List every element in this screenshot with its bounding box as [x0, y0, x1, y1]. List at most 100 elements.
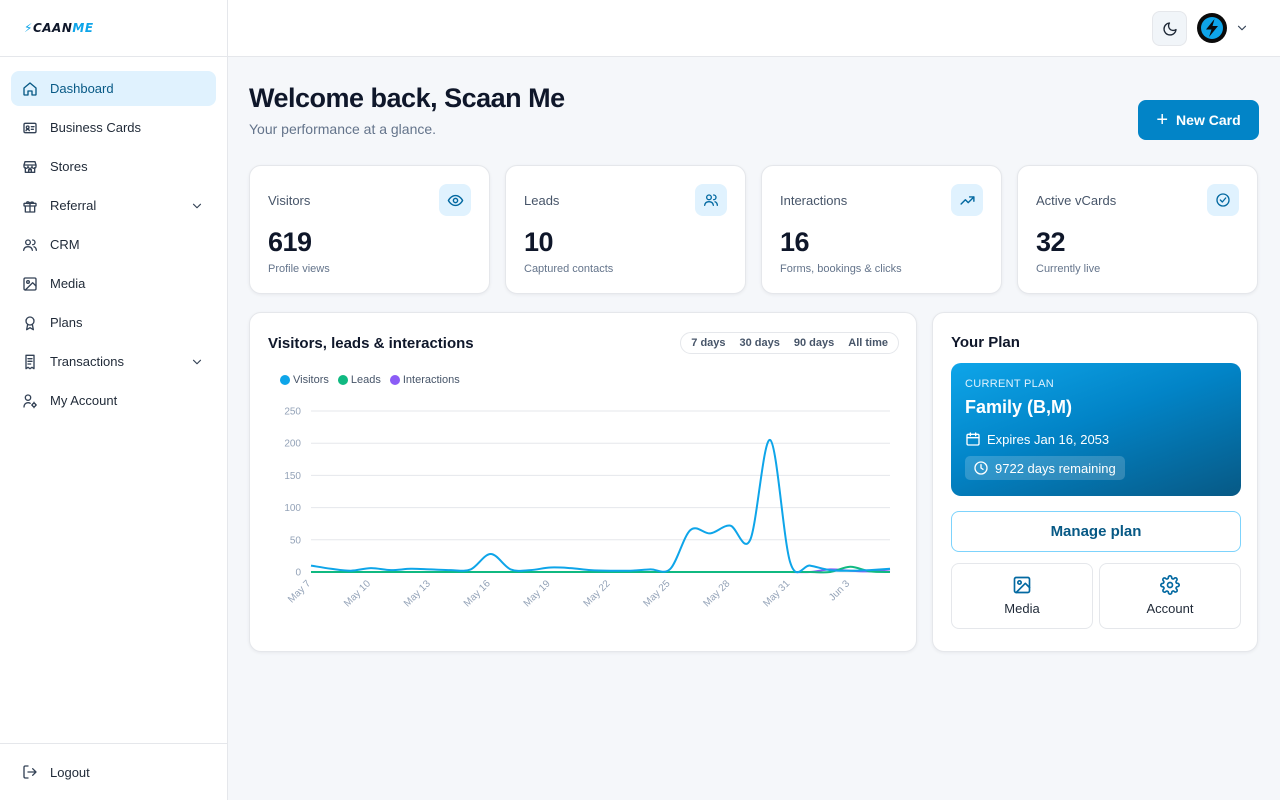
trending-up-icon [951, 184, 983, 216]
logo-accent: ME [72, 21, 94, 35]
sidebar-item-my-account[interactable]: My Account [11, 383, 216, 418]
new-card-label: New Card [1176, 112, 1241, 128]
manage-plan-button[interactable]: Manage plan [951, 511, 1241, 552]
chart-legend: Visitors Leads Interactions [280, 374, 469, 386]
range-30-days[interactable]: 30 days [739, 337, 780, 349]
sidebar-item-label: Media [50, 276, 86, 291]
quick-link-label: Account [1146, 601, 1194, 616]
page-title: Welcome back, Scaan Me [249, 83, 565, 113]
stat-label: Active vCards [1036, 193, 1117, 208]
x-tick-label: May 7 [286, 578, 313, 605]
sidebar-item-label: Stores [50, 159, 88, 174]
range-90-days[interactable]: 90 days [793, 337, 835, 349]
series-line-leads [311, 565, 891, 574]
image-icon [22, 276, 38, 292]
range-selector: 7 days 30 days 90 days All time [680, 332, 899, 354]
range-all-time[interactable]: All time [848, 337, 888, 349]
plus-icon: + [1156, 109, 1169, 131]
legend-item-leads[interactable]: Leads [337, 374, 381, 386]
x-tick-label: May 13 [402, 578, 433, 609]
quick-link-label: Media [1004, 601, 1040, 616]
legend-item-visitors[interactable]: Visitors [280, 374, 329, 386]
calendar-icon [966, 432, 980, 446]
clock-icon [974, 461, 988, 475]
sidebar: ⚡CAANME Dashboard Business Cards Stores … [0, 0, 228, 800]
sidebar-item-referral[interactable]: Referral [11, 188, 216, 223]
check-circle-icon [1207, 184, 1239, 216]
sidebar-item-crm[interactable]: CRM [11, 227, 216, 262]
eye-icon [439, 184, 471, 216]
sidebar-item-dashboard[interactable]: Dashboard [11, 71, 216, 106]
sidebar-item-label: My Account [50, 393, 118, 408]
y-tick-label: 150 [284, 471, 301, 482]
x-tick-label: May 19 [522, 578, 553, 609]
legend-label: Visitors [293, 374, 329, 386]
series-line-visitors [310, 438, 891, 574]
y-tick-label: 50 [290, 535, 302, 546]
range-7-days[interactable]: 7 days [691, 337, 726, 349]
chevron-down-icon [190, 199, 204, 213]
sidebar-item-label: CRM [50, 237, 80, 252]
y-tick-label: 250 [284, 407, 301, 418]
page-subtitle: Your performance at a glance. [249, 121, 437, 137]
quick-link-media[interactable]: Media [951, 563, 1093, 629]
award-icon [22, 315, 38, 331]
sidebar-item-label: Transactions [50, 354, 124, 369]
y-tick-label: 0 [295, 568, 301, 579]
legend-item-interactions[interactable]: Interactions [389, 374, 460, 386]
stat-subtext: Captured contacts [524, 263, 614, 275]
sidebar-item-business-cards[interactable]: Business Cards [11, 110, 216, 145]
stat-card-active-vcards: Active vCards 32 Currently live [1017, 165, 1258, 294]
legend-dot [337, 375, 348, 385]
logout-button[interactable]: Logout [0, 743, 227, 800]
logout-icon [22, 764, 38, 780]
y-tick-label: 200 [284, 439, 301, 450]
chevron-down-icon[interactable] [1235, 21, 1249, 35]
logo-text: ⚡CAANME [24, 21, 94, 35]
legend-label: Leads [350, 374, 381, 386]
logo[interactable]: ⚡CAANME [0, 0, 227, 57]
logo-main: CAAN [32, 21, 73, 35]
home-icon [22, 81, 38, 97]
quick-link-account[interactable]: Account [1099, 563, 1241, 629]
sidebar-item-media[interactable]: Media [11, 266, 216, 301]
legend-dot [280, 375, 290, 385]
sidebar-nav: Dashboard Business Cards Stores Referral… [0, 57, 227, 436]
x-tick-label: May 10 [342, 578, 373, 609]
plan-name: Family (B,M) [965, 397, 1073, 417]
chart-card: Visitors, leads & interactions 7 days 30… [249, 312, 917, 652]
plan-card-title: Your Plan [951, 334, 1020, 351]
line-chart: 0 50 100 150 200 250 May 7 May 10 May 13 May 16 Ma… [284, 407, 891, 609]
sidebar-item-plans[interactable]: Plans [11, 305, 216, 340]
receipt-icon [22, 354, 38, 370]
stat-card-visitors: Visitors 619 Profile views [249, 165, 490, 294]
current-plan-panel: CURRENT PLAN Family (B,M) Expires Jan 16… [951, 363, 1241, 496]
new-card-button[interactable]: + New Card [1138, 100, 1259, 140]
x-tick-label: Jun 3 [827, 578, 852, 603]
gift-icon [22, 198, 38, 214]
stat-value: 16 [780, 227, 810, 257]
x-tick-label: May 25 [642, 578, 673, 609]
stat-label: Leads [524, 193, 560, 208]
sidebar-item-transactions[interactable]: Transactions [11, 344, 216, 379]
user-cog-icon [22, 393, 38, 409]
stat-value: 32 [1036, 227, 1066, 257]
gear-icon [1160, 575, 1180, 595]
stat-value: 619 [268, 227, 312, 257]
theme-toggle-button[interactable] [1152, 11, 1187, 46]
sidebar-item-label: Business Cards [50, 120, 142, 135]
legend-label: Interactions [402, 374, 460, 386]
users-icon [22, 237, 38, 253]
sidebar-item-stores[interactable]: Stores [11, 149, 216, 184]
plan-days-remaining-text: 9722 days remaining [995, 460, 1116, 476]
id-card-icon [22, 120, 38, 136]
y-tick-label: 100 [284, 503, 301, 514]
x-tick-label: May 28 [701, 578, 732, 609]
plan-caption: CURRENT PLAN [965, 378, 1054, 390]
bolt-logo-icon [1201, 17, 1223, 39]
plan-days-remaining-badge: 9722 days remaining [965, 456, 1125, 480]
avatar[interactable] [1197, 13, 1227, 43]
chevron-down-icon [190, 355, 204, 369]
x-tick-label: May 31 [761, 578, 792, 609]
stat-subtext: Profile views [268, 263, 330, 275]
